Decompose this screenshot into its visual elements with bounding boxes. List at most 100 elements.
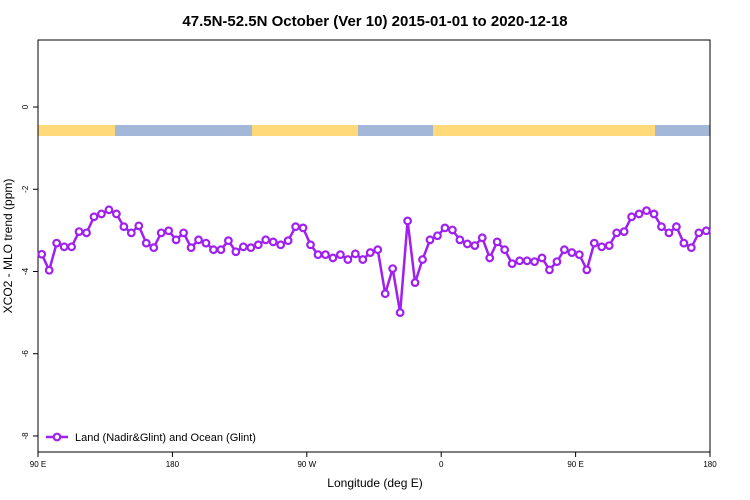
data-point bbox=[701, 226, 711, 236]
data-point bbox=[223, 236, 233, 246]
data-point bbox=[388, 264, 398, 274]
data-point bbox=[216, 245, 226, 255]
data-point bbox=[530, 257, 539, 267]
data-point bbox=[537, 253, 547, 263]
data-point bbox=[231, 247, 241, 257]
data-point bbox=[485, 253, 495, 263]
data-point bbox=[209, 245, 218, 255]
data-point bbox=[261, 235, 271, 245]
data-point bbox=[410, 278, 420, 287]
data-point bbox=[74, 227, 84, 237]
data-point bbox=[679, 238, 689, 248]
data-point bbox=[238, 242, 248, 252]
plot-frame bbox=[37, 39, 711, 453]
data-point bbox=[164, 226, 174, 236]
data-point bbox=[418, 255, 427, 264]
data-point bbox=[268, 237, 278, 247]
data-point bbox=[119, 222, 129, 232]
data-point bbox=[171, 235, 181, 245]
y-tick-label: -8 bbox=[21, 432, 30, 440]
data-point bbox=[433, 231, 442, 241]
x-axis-label: Longitude (deg E) bbox=[327, 476, 422, 490]
data-point bbox=[291, 222, 301, 232]
data-point bbox=[156, 228, 166, 238]
data-point bbox=[612, 228, 622, 238]
data-point bbox=[552, 257, 562, 267]
data-point bbox=[343, 255, 353, 264]
data-point bbox=[619, 227, 629, 237]
x-tick-label: 90 E bbox=[30, 460, 46, 469]
data-point bbox=[253, 240, 263, 250]
data-point bbox=[462, 239, 472, 249]
x-tick-label: 0 bbox=[439, 460, 444, 469]
data-point bbox=[52, 238, 62, 248]
data-point bbox=[201, 238, 211, 248]
data-point bbox=[82, 228, 91, 238]
data-point bbox=[328, 253, 338, 263]
data-point bbox=[365, 248, 375, 257]
data-point bbox=[440, 223, 450, 233]
data-point bbox=[336, 250, 345, 260]
data-point bbox=[97, 209, 106, 219]
data-point bbox=[642, 206, 651, 216]
data-point bbox=[448, 225, 457, 235]
data-point bbox=[522, 256, 532, 266]
data-point bbox=[194, 235, 203, 245]
data-point bbox=[425, 235, 435, 245]
data-point bbox=[89, 212, 99, 222]
data-point bbox=[492, 237, 502, 247]
data-point bbox=[313, 250, 323, 260]
chart-title: 47.5N-52.5N October (Ver 10) 2015-01-01 … bbox=[182, 13, 567, 30]
data-point bbox=[664, 228, 674, 238]
data-point bbox=[67, 242, 76, 252]
data-point bbox=[283, 236, 293, 246]
data-point bbox=[59, 242, 69, 252]
data-point bbox=[604, 241, 614, 250]
data-point bbox=[634, 209, 644, 219]
data-point bbox=[395, 308, 405, 318]
data-point bbox=[455, 235, 465, 245]
x-tick-label: 90 E bbox=[567, 460, 583, 469]
data-point bbox=[134, 221, 144, 231]
data-point bbox=[350, 249, 360, 259]
data-point bbox=[694, 228, 704, 238]
data-point bbox=[657, 222, 666, 232]
data-point bbox=[403, 216, 413, 226]
data-point bbox=[545, 265, 554, 275]
data-point bbox=[149, 243, 159, 253]
y-tick-label: -6 bbox=[21, 350, 30, 358]
data-point bbox=[672, 222, 681, 232]
data-point bbox=[358, 255, 368, 264]
x-tick-label: 180 bbox=[166, 460, 180, 469]
data-point bbox=[560, 245, 569, 255]
data-point bbox=[380, 289, 390, 299]
data-point bbox=[649, 209, 659, 219]
data-point bbox=[186, 243, 196, 253]
x-tick-label: 180 bbox=[703, 460, 717, 469]
data-point bbox=[126, 228, 136, 238]
data-point bbox=[141, 238, 151, 248]
data-point bbox=[246, 243, 256, 253]
data-point bbox=[574, 250, 584, 260]
data-point bbox=[597, 242, 607, 252]
data-point bbox=[507, 259, 517, 269]
data-point bbox=[477, 233, 487, 243]
data-point bbox=[276, 240, 286, 250]
data-point bbox=[567, 248, 577, 257]
y-tick-label: 0 bbox=[21, 104, 30, 109]
data-point bbox=[582, 265, 592, 275]
data-point bbox=[104, 205, 114, 215]
legend-marker bbox=[52, 432, 62, 442]
data-point bbox=[373, 245, 383, 255]
data-point bbox=[627, 212, 636, 222]
data-point bbox=[589, 238, 599, 248]
data-point bbox=[515, 256, 524, 266]
data-point bbox=[44, 265, 54, 275]
data-point bbox=[470, 241, 480, 250]
data-point bbox=[321, 250, 330, 260]
data-point bbox=[686, 243, 696, 253]
x-tick-label: 90 W bbox=[297, 460, 316, 469]
data-point bbox=[37, 249, 47, 259]
data-point bbox=[500, 245, 510, 255]
